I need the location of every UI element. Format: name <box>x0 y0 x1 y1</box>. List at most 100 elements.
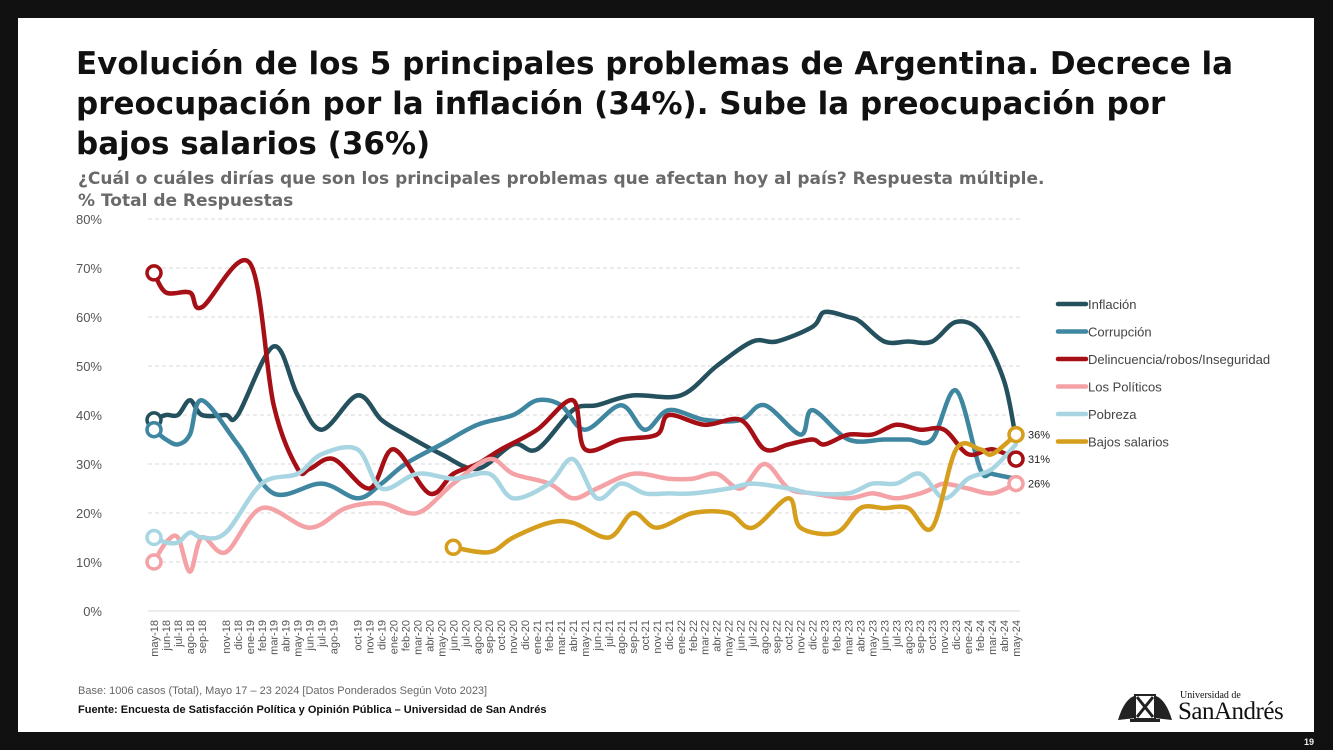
x-tick-label: nov-23 <box>939 620 951 654</box>
x-tick-label: dic-18 <box>233 620 245 650</box>
x-tick-label: mar-24 <box>987 620 999 655</box>
end-data-label: 36% <box>1028 430 1050 442</box>
slide-title: Evolución de los 5 principales problemas… <box>76 46 1234 162</box>
x-tick-label: ago-23 <box>903 620 915 654</box>
x-tick-label: jun-23 <box>879 620 891 652</box>
y-tick-label: 80% <box>76 212 102 227</box>
y-tick-label: 40% <box>76 408 102 423</box>
series-end-marker <box>1007 474 1025 493</box>
series-end-marker <box>1007 425 1025 444</box>
series-line <box>151 388 1019 501</box>
x-tick-label: abr-21 <box>568 620 580 652</box>
x-tick-label: nov-21 <box>652 620 664 654</box>
slide-subtitle: ¿Cuál o cuáles dirías que son los princi… <box>78 168 1078 212</box>
y-tick-label: 0% <box>83 604 102 619</box>
x-tick-label: mar-21 <box>556 620 568 655</box>
y-tick-label: 60% <box>76 310 102 325</box>
x-tick-label: sep-22 <box>772 620 784 654</box>
x-tick-label: ene-19 <box>245 620 257 654</box>
series-line <box>151 456 1019 575</box>
series-line <box>151 442 1019 546</box>
x-tick-label: jul-23 <box>891 620 903 648</box>
x-tick-label: jun-22 <box>736 620 748 652</box>
x-tick-label: may-21 <box>580 620 592 657</box>
x-tick-label: mar-23 <box>843 620 855 655</box>
x-tick-label: jun-21 <box>592 620 604 652</box>
x-tick-label: may-19 <box>293 620 305 657</box>
x-tick-label: ago-20 <box>472 620 484 654</box>
x-tick-label: abr-20 <box>424 620 436 652</box>
logo-name-text: SanAndrés <box>1178 698 1284 725</box>
y-tick-label: 30% <box>76 457 102 472</box>
line-chart: 0%10%20%30%40%50%60%70%80%may-18 jun-18 ju… <box>76 212 1270 657</box>
x-tick-label: jul-19 <box>317 620 329 648</box>
x-tick-label: oct-19 <box>353 620 365 651</box>
x-tick-label: sep-18 <box>197 620 209 654</box>
x-tick-label: dic-22 <box>807 620 819 650</box>
x-tick-label: feb-21 <box>544 620 556 651</box>
x-tick-label: oct-23 <box>927 620 939 651</box>
series-start-marker <box>444 538 463 557</box>
x-tick-label: may-18 <box>149 620 161 657</box>
logo-top-text: Universidad de <box>1180 690 1241 701</box>
x-tick-label: abr-22 <box>712 620 724 652</box>
end-data-label: 26% <box>1028 479 1050 491</box>
x-tick-label: dic-20 <box>520 620 532 650</box>
x-tick-label: ene-24 <box>963 620 975 654</box>
x-tick-label: jul-22 <box>748 620 760 648</box>
x-tick-label: ago-18 <box>185 620 197 654</box>
x-tick-label: abr-24 <box>999 620 1011 652</box>
series-start-marker <box>145 420 163 439</box>
x-tick-label: abr-23 <box>855 620 867 652</box>
legend-label: Bajos salarios <box>1088 435 1169 450</box>
x-tick-label: dic-19 <box>376 620 388 650</box>
x-tick-label: nov-19 <box>365 620 377 654</box>
page-number: 19 <box>1304 737 1315 747</box>
x-tick-label: may-20 <box>436 620 448 657</box>
x-tick-label: dic-23 <box>951 620 963 650</box>
x-tick-label: ene-21 <box>532 620 544 654</box>
x-tick-label: dic-21 <box>664 620 676 650</box>
x-tick-label: jun-20 <box>448 620 460 652</box>
series-start-marker <box>145 528 163 547</box>
x-tick-label: mar-20 <box>412 620 424 655</box>
crest-icon <box>1118 694 1172 722</box>
x-tick-label: jul-21 <box>604 620 616 648</box>
x-tick-label: ago-21 <box>616 620 628 654</box>
x-tick-label: may-22 <box>724 620 736 657</box>
source-note: Fuente: Encuesta de Satisfacción Polític… <box>78 704 547 716</box>
x-tick-label: sep-20 <box>484 620 496 654</box>
legend-label: Corrupción <box>1088 325 1152 340</box>
x-tick-label: jul-20 <box>460 620 472 648</box>
base-note: Base: 1006 casos (Total), Mayo 17 – 23 2… <box>78 685 488 697</box>
end-data-label: 31% <box>1028 454 1050 466</box>
x-tick-label: jun-19 <box>305 620 317 652</box>
legend-label: Delincuencia/robos/Inseguridad <box>1088 352 1270 367</box>
y-tick-label: 20% <box>76 506 102 521</box>
x-tick-label: nov-20 <box>508 620 520 654</box>
series-start-marker <box>145 553 163 571</box>
legend-label: Los Políticos <box>1088 380 1162 395</box>
x-tick-label: feb-20 <box>400 620 412 651</box>
slide: Evolución de los 5 principales problemas… <box>18 18 1314 732</box>
x-tick-label: feb-19 <box>257 620 269 651</box>
y-tick-label: 10% <box>76 555 102 570</box>
x-tick-label: mar-22 <box>700 620 712 655</box>
x-tick-label: oct-21 <box>640 620 652 651</box>
x-tick-label: jul-18 <box>173 620 185 648</box>
x-tick-label: ene-22 <box>676 620 688 654</box>
x-tick-label: oct-20 <box>496 620 508 651</box>
x-tick-label: sep-21 <box>628 620 640 654</box>
x-tick-label: feb-23 <box>831 620 843 651</box>
x-tick-label: abr-19 <box>281 620 293 652</box>
subtitle-question: ¿Cuál o cuáles dirías que son los princi… <box>78 169 1045 189</box>
series-line <box>151 257 1019 497</box>
series-start-marker <box>145 264 163 282</box>
x-tick-label: oct-22 <box>784 620 796 651</box>
x-tick-label: ene-20 <box>388 620 400 654</box>
x-tick-label: may-23 <box>867 620 879 657</box>
x-tick-label: ago-19 <box>329 620 341 654</box>
subtitle-unit: % Total de Respuestas <box>78 191 294 211</box>
x-tick-label: nov-22 <box>796 620 808 654</box>
x-tick-label: jun-18 <box>161 620 173 652</box>
